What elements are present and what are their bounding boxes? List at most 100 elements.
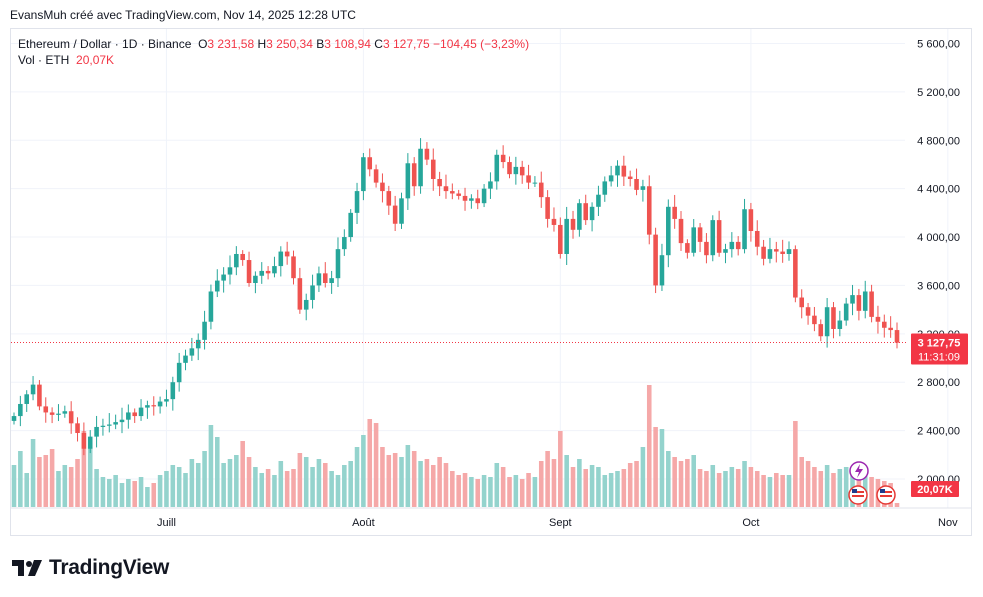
candle-body[interactable] [437, 178, 442, 187]
candle-body[interactable] [589, 206, 595, 221]
candle-body[interactable] [418, 148, 423, 187]
candle-body[interactable] [869, 291, 874, 317]
candle-body[interactable] [615, 165, 620, 176]
candle-body[interactable] [793, 249, 798, 298]
candle-body[interactable] [507, 162, 512, 175]
candle-body[interactable] [646, 186, 652, 235]
candle-body[interactable] [570, 218, 576, 230]
candle-body[interactable] [685, 243, 690, 253]
candle-body[interactable] [189, 348, 195, 356]
candle-body[interactable] [380, 182, 385, 192]
candle-body[interactable] [335, 249, 341, 279]
candle-body[interactable] [145, 405, 150, 408]
volume-tag[interactable] [911, 481, 959, 497]
candle-body[interactable] [888, 327, 893, 331]
candle-body[interactable] [456, 193, 461, 196]
candle-body[interactable] [882, 321, 887, 328]
candle-body[interactable] [411, 163, 417, 187]
candle-body[interactable] [259, 270, 265, 276]
candle-body[interactable] [723, 249, 728, 253]
tradingview-logo[interactable]: TradingView [12, 556, 169, 580]
candle-body[interactable] [176, 362, 182, 383]
candle-body[interactable] [678, 218, 684, 244]
candle-body[interactable] [545, 197, 550, 219]
candle-body[interactable] [405, 163, 411, 199]
candle-body[interactable] [392, 205, 398, 224]
candle-body[interactable] [538, 182, 544, 198]
candle-body[interactable] [329, 278, 334, 284]
candle-body[interactable] [812, 315, 817, 325]
candle-body[interactable] [208, 291, 214, 322]
candle-body[interactable] [494, 154, 500, 182]
candle-body[interactable] [221, 274, 226, 281]
symbol-title[interactable]: Ethereum / Dollar · 1D · Binance [18, 37, 192, 51]
candle-body[interactable] [856, 295, 862, 311]
candle-body[interactable] [49, 412, 55, 415]
candle-body[interactable] [100, 425, 106, 427]
candle-body[interactable] [246, 260, 252, 284]
last-price-tag[interactable] [911, 333, 968, 365]
candle-body[interactable] [621, 165, 627, 177]
candle-body[interactable] [68, 411, 74, 424]
candle-body[interactable] [526, 175, 531, 183]
candle-body[interactable] [43, 406, 49, 413]
candle-body[interactable] [583, 203, 589, 221]
candle-body[interactable] [716, 220, 722, 253]
candle-body[interactable] [297, 278, 303, 310]
candle-body[interactable] [316, 273, 322, 286]
candle-body[interactable] [659, 255, 665, 286]
candle-body[interactable] [754, 231, 760, 247]
candle-body[interactable] [278, 251, 284, 267]
candle-body[interactable] [62, 411, 68, 414]
candle-body[interactable] [75, 423, 80, 434]
candle-body[interactable] [850, 295, 855, 304]
candle-body[interactable] [450, 191, 455, 194]
candle-body[interactable] [488, 181, 493, 189]
candle-body[interactable] [126, 412, 131, 420]
candle-body[interactable] [322, 273, 328, 284]
candle-body[interactable] [818, 324, 824, 337]
candle-body[interactable] [94, 426, 99, 437]
candle-body[interactable] [11, 416, 17, 421]
candle-body[interactable] [735, 241, 741, 250]
candle-body[interactable] [424, 148, 430, 160]
candle-body[interactable] [399, 198, 404, 224]
candle-body[interactable] [214, 280, 220, 292]
candle-body[interactable] [875, 316, 881, 322]
candle-body[interactable] [272, 266, 277, 274]
candle-body[interactable] [138, 407, 144, 417]
candle-body[interactable] [742, 209, 747, 250]
candle-body[interactable] [430, 159, 436, 179]
candle-body[interactable] [291, 256, 296, 279]
candle-body[interactable] [513, 166, 519, 175]
candle-body[interactable] [18, 403, 23, 417]
candle-body[interactable] [596, 194, 601, 207]
candle-body[interactable] [443, 186, 449, 192]
candle-body[interactable] [653, 234, 658, 286]
candle-body[interactable] [774, 249, 779, 252]
candle-body[interactable] [786, 249, 792, 254]
candle-body[interactable] [666, 206, 671, 256]
candle-body[interactable] [107, 424, 112, 426]
candle-body[interactable] [81, 433, 87, 449]
candle-body[interactable] [342, 237, 347, 250]
candle-body[interactable] [780, 251, 785, 254]
candle-body[interactable] [462, 195, 468, 201]
candle-body[interactable] [183, 355, 188, 363]
candle-body[interactable] [761, 246, 766, 259]
candle-body[interactable] [56, 413, 61, 415]
candle-body[interactable] [519, 166, 525, 176]
candle-body[interactable] [748, 209, 754, 232]
candle-body[interactable] [132, 412, 137, 417]
candle-body[interactable] [348, 212, 353, 238]
candle-body[interactable] [373, 169, 379, 183]
candle-body[interactable] [837, 320, 843, 329]
candle-body[interactable] [767, 249, 773, 259]
candle-body[interactable] [284, 251, 290, 257]
candle-body[interactable] [704, 241, 709, 256]
candle-body[interactable] [862, 291, 868, 311]
candle-body[interactable] [672, 206, 677, 219]
candle-body[interactable] [265, 270, 271, 274]
candle-body[interactable] [710, 220, 716, 256]
